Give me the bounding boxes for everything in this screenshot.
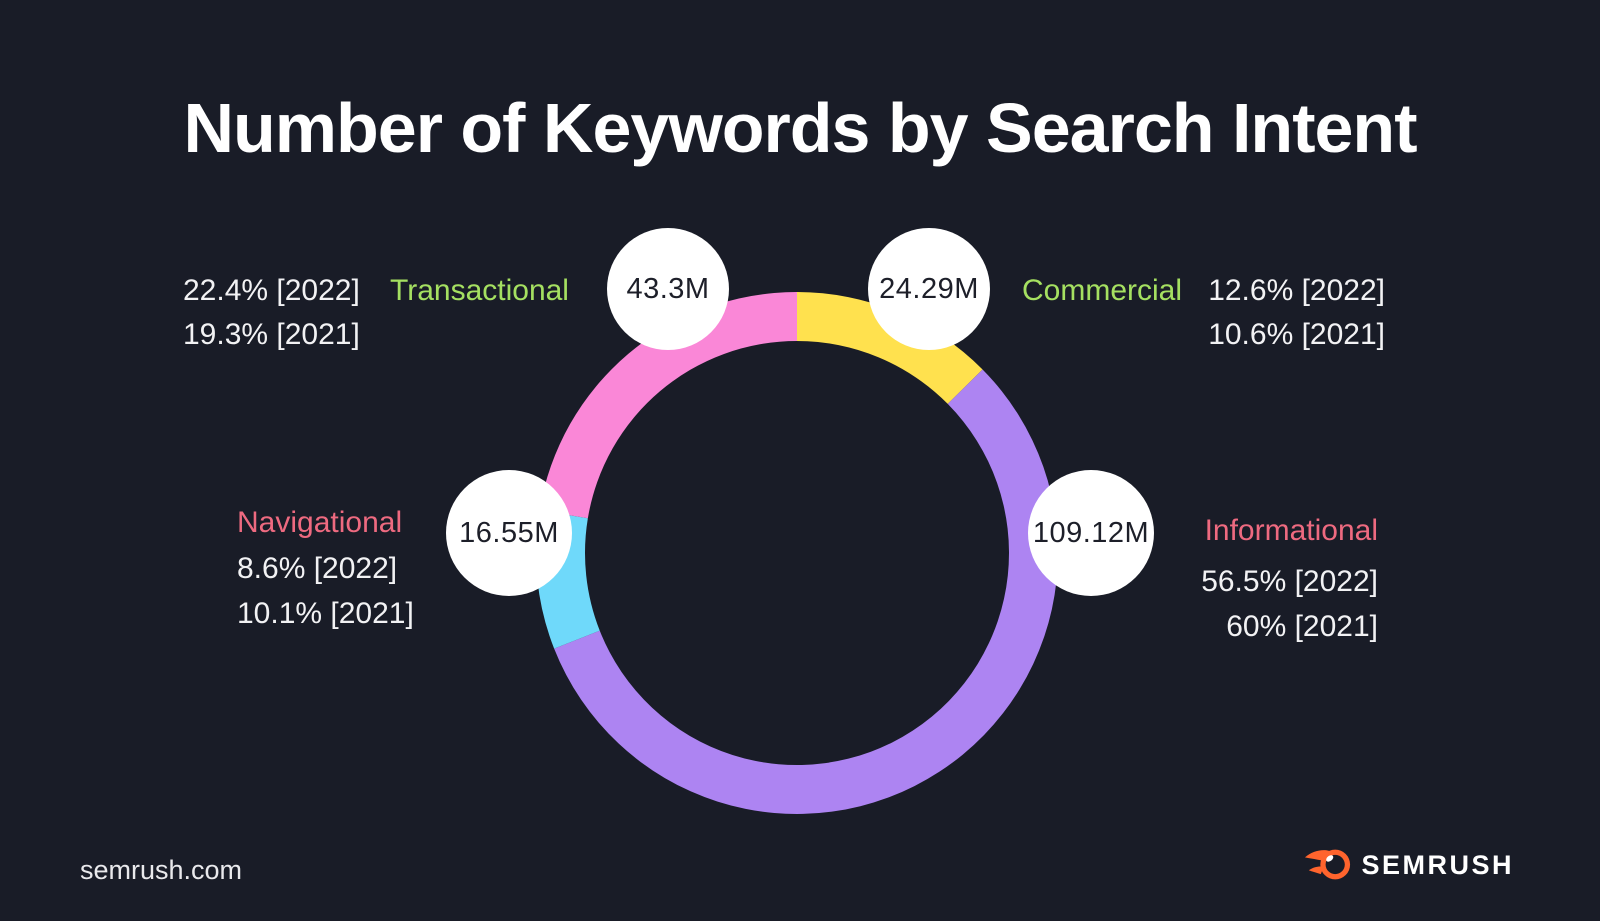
informational-value: 109.12M xyxy=(1032,516,1150,549)
transactional-value: 43.3M xyxy=(626,272,710,305)
navigational-value: 16.55M xyxy=(459,516,559,549)
commercial-stats: 12.6% [2022] 10.6% [2021] xyxy=(1208,269,1385,357)
page-title: Number of Keywords by Search Intent xyxy=(183,89,1417,167)
semrush-flame-icon xyxy=(1305,849,1351,880)
navigational-label: Navigational xyxy=(237,506,403,539)
value-bubble-informational: 109.12M xyxy=(1028,470,1154,596)
segment-transactional xyxy=(539,292,797,519)
informational-label: Informational xyxy=(1204,514,1378,547)
brand-name: SEMRUSH xyxy=(1361,849,1514,880)
transactional-stat-2022: 22.4% [2022] xyxy=(183,274,360,307)
value-bubble-navigational: 16.55M xyxy=(446,470,572,596)
navigational-stats: 8.6% [2022] 10.1% [2021] xyxy=(237,546,414,636)
informational-stat-2021: 60% [2021] xyxy=(1226,610,1378,643)
site-url: semrush.com xyxy=(80,855,243,885)
value-bubble-commercial: 24.29M xyxy=(868,228,990,350)
informational-stat-2022: 56.5% [2022] xyxy=(1201,565,1378,598)
commercial-value: 24.29M xyxy=(879,272,979,305)
navigational-stat-2022: 8.6% [2022] xyxy=(237,552,398,585)
brand-logo: SEMRUSH xyxy=(1304,845,1514,885)
commercial-stat-2022: 12.6% [2022] xyxy=(1208,274,1385,307)
segment-commercial xyxy=(797,292,983,404)
transactional-stats: 22.4% [2022] 19.3% [2021] xyxy=(183,269,360,357)
commercial-stat-2021: 10.6% [2021] xyxy=(1208,318,1385,351)
segment-informational xyxy=(554,369,1058,814)
transactional-stat-2021: 19.3% [2021] xyxy=(183,318,360,351)
informational-stats: 56.5% [2022] 60% [2021] xyxy=(1201,559,1378,649)
navigational-stat-2021: 10.1% [2021] xyxy=(237,597,414,630)
commercial-label: Commercial xyxy=(1022,274,1183,307)
value-bubble-transactional: 43.3M xyxy=(607,228,729,350)
transactional-label: Transactional xyxy=(390,274,569,307)
